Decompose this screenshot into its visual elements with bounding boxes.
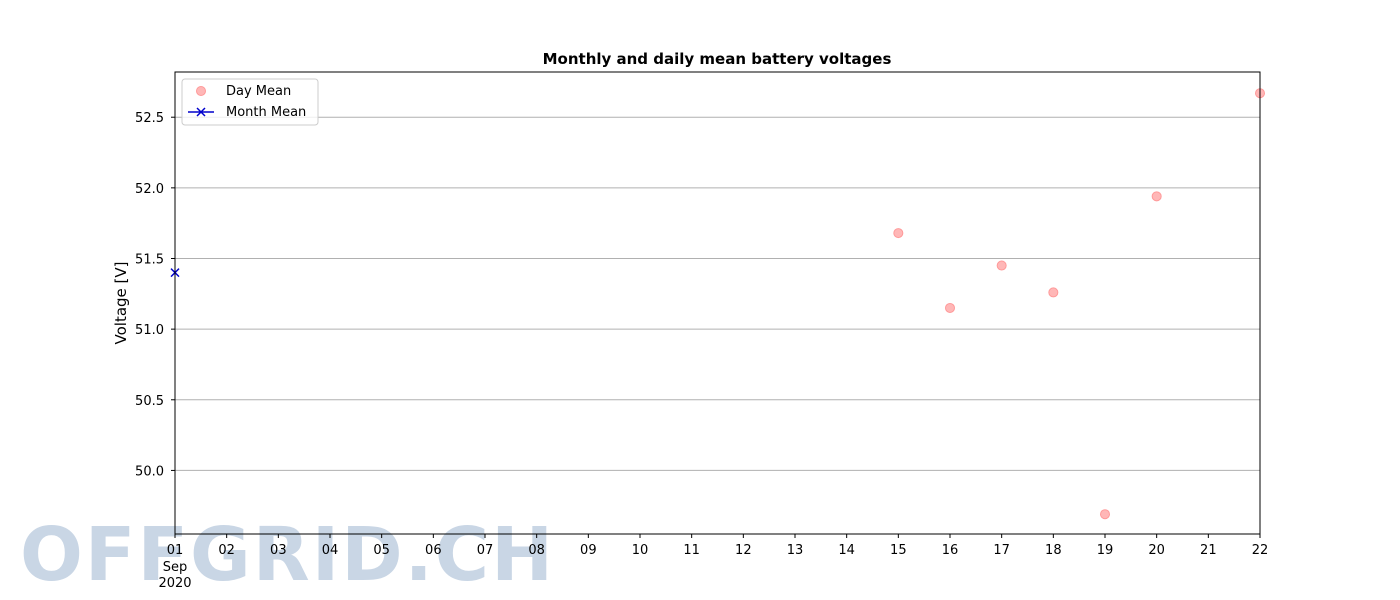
x-tick-label: 04 xyxy=(322,543,339,558)
y-tick-label: 50.5 xyxy=(135,394,164,409)
y-tick-label: 50.0 xyxy=(135,464,164,479)
x-tick-label: 05 xyxy=(373,543,390,558)
legend-day-mean-marker xyxy=(196,86,206,96)
y-tick-label: 52.5 xyxy=(135,111,164,126)
x-tick-label: 11 xyxy=(683,543,700,558)
x-tick-label: 02 xyxy=(218,543,235,558)
x-tick-sublabel: 2020 xyxy=(158,576,191,591)
x-tick-label: 01 xyxy=(167,543,184,558)
day-mean-point xyxy=(996,260,1007,271)
grid-lines xyxy=(175,116,1260,471)
legend: Day Mean Month Mean xyxy=(181,78,319,126)
chart-title: Monthly and daily mean battery voltages xyxy=(543,50,892,68)
x-tick-label: 13 xyxy=(787,543,804,558)
x-tick-label: 14 xyxy=(838,543,855,558)
plot-frame xyxy=(174,71,1261,535)
x-tick-label: 21 xyxy=(1200,543,1217,558)
day-mean-point xyxy=(1100,509,1110,520)
x-tick-label: 09 xyxy=(580,543,597,558)
day-mean-point xyxy=(893,228,904,239)
day-mean-point xyxy=(945,302,955,313)
x-tick-label: 06 xyxy=(425,543,442,558)
x-tick-label: 10 xyxy=(632,543,649,558)
legend-month-mean-label: Month Mean xyxy=(226,105,306,120)
day-mean-point xyxy=(1048,287,1059,298)
x-tick-label: 08 xyxy=(528,543,545,558)
x-tick-label: 22 xyxy=(1252,543,1269,558)
y-axis-label: Voltage [V] xyxy=(112,262,130,345)
y-axis: 50.0 50.5 51.0 51.5 52.0 52.5 xyxy=(135,111,175,479)
legend-month-mean-marker xyxy=(196,107,206,117)
x-axis: 01 02 03 04 05 06 07 08 09 10 11 12 13 14 15 16 17 18 19 20… xyxy=(158,534,1268,591)
x-tick-label: 19 xyxy=(1097,543,1114,558)
x-tick-label: 16 xyxy=(942,543,959,558)
y-tick-label: 51.0 xyxy=(135,323,164,338)
y-tick-label: 51.5 xyxy=(135,252,164,267)
x-tick-label: 07 xyxy=(477,543,494,558)
x-tick-label: 18 xyxy=(1045,543,1062,558)
x-tick-label: 03 xyxy=(270,543,287,558)
x-tick-label: 12 xyxy=(735,543,752,558)
x-tick-label: 15 xyxy=(890,543,907,558)
x-tick-label: 20 xyxy=(1148,543,1165,558)
x-tick-label: 17 xyxy=(993,543,1010,558)
watermark-logo: OFFGRID.CH xyxy=(20,512,555,598)
x-tick-sublabel: Sep xyxy=(163,560,188,575)
day-mean-point xyxy=(1151,191,1162,202)
legend-day-mean-label: Day Mean xyxy=(226,84,291,99)
data-points xyxy=(170,88,1265,520)
legend-box xyxy=(181,78,319,126)
y-tick-label: 52.0 xyxy=(135,182,164,197)
